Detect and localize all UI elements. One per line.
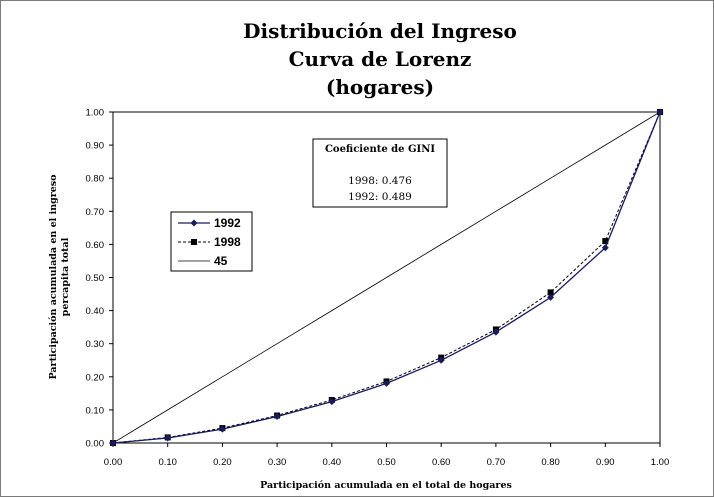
gini-box <box>312 138 448 208</box>
point-1992 <box>547 293 555 301</box>
point-1998 <box>602 238 609 245</box>
point-1992 <box>109 439 117 447</box>
x-tick-label: 0.90 <box>596 457 615 468</box>
y-tick-label: 0.20 <box>86 372 105 383</box>
x-tick-label: 1.00 <box>651 457 670 468</box>
series-layer <box>109 108 664 447</box>
x-tick-label: 0.80 <box>541 457 560 468</box>
point-1992 <box>492 328 500 336</box>
y-tick-label: 0.40 <box>86 306 105 317</box>
y-tick-label: 0.30 <box>86 339 105 350</box>
x-tick-label: 0.10 <box>158 457 177 468</box>
title-line-2: Curva de Lorenz <box>289 47 472 71</box>
y-tick-label: 0.80 <box>86 174 105 185</box>
x-tick-label: 0.60 <box>432 457 451 468</box>
point-1998 <box>547 289 554 296</box>
y-tick-label: 0.50 <box>86 273 105 284</box>
x-tick-label: 0.50 <box>377 457 396 468</box>
y-tick-label: 1.00 <box>86 108 105 119</box>
title-line-1: Distribución del Ingreso <box>243 19 517 43</box>
point-1992 <box>383 379 390 387</box>
gini-line-1998: 1998: 0.476 <box>348 175 412 187</box>
y-tick-label: 0.00 <box>86 439 105 450</box>
legend-marker-1998 <box>191 239 197 245</box>
series-line-45 <box>112 111 661 444</box>
x-tick-label: 0.00 <box>104 457 123 468</box>
x-tick-label: 0.20 <box>213 457 232 468</box>
title-line-3: (hogares) <box>326 75 434 99</box>
legend-marker-1992 <box>190 219 198 227</box>
legend-entry-45: 45 <box>178 254 228 268</box>
x-axis-title: Participación acumulada en el total de h… <box>260 480 512 491</box>
y-tick-label: 0.90 <box>86 141 105 152</box>
point-1992 <box>164 434 172 442</box>
x-tick-label: 0.40 <box>323 457 342 468</box>
point-1992 <box>656 108 664 116</box>
y-tick-label: 0.60 <box>86 240 105 251</box>
x-tick-label: 0.30 <box>268 457 287 468</box>
y-tick-label: 0.10 <box>86 405 105 416</box>
y-axis-title-line-1: Participación acumulada en el ingreso <box>48 175 59 380</box>
point-1992 <box>218 425 226 433</box>
point-1992 <box>437 356 445 364</box>
y-axis-title: Participación acumulada en el ingreso pe… <box>48 175 71 380</box>
legend-label-45: 45 <box>214 254 228 268</box>
chart-title: Distribución del Ingreso Curva de Lorenz… <box>243 19 517 99</box>
y-axis-title-line-2: percapita total <box>60 237 71 316</box>
legend-entry-1992: 1992 <box>178 216 241 230</box>
gini-annotation: Coeficiente de GINI 1998: 0.476 1992: 0.… <box>312 138 448 208</box>
legend-label-1992: 1992 <box>214 216 241 230</box>
x-tick-label: 0.70 <box>487 457 506 468</box>
legend-label-1998: 1998 <box>214 235 241 249</box>
point-1992 <box>601 244 609 252</box>
gini-line-1992: 1992: 0.489 <box>348 191 412 203</box>
legend: 1992 1998 45 <box>170 211 253 272</box>
point-1992 <box>328 398 336 406</box>
legend-entry-1998: 1998 <box>178 235 241 249</box>
gini-title: Coeficiente de GINI <box>325 144 435 155</box>
y-tick-label: 0.70 <box>86 207 105 218</box>
point-1992 <box>273 413 281 421</box>
x-axis-ticks: 0.00 0.10 0.20 0.30 0.40 0.50 0.60 0.70 0.80 0.90… <box>104 443 670 468</box>
y-axis-ticks: 0.00 0.10 0.20 0.30 0.40 0.50 0.60 0.70 0.80 0.90… <box>86 108 113 450</box>
